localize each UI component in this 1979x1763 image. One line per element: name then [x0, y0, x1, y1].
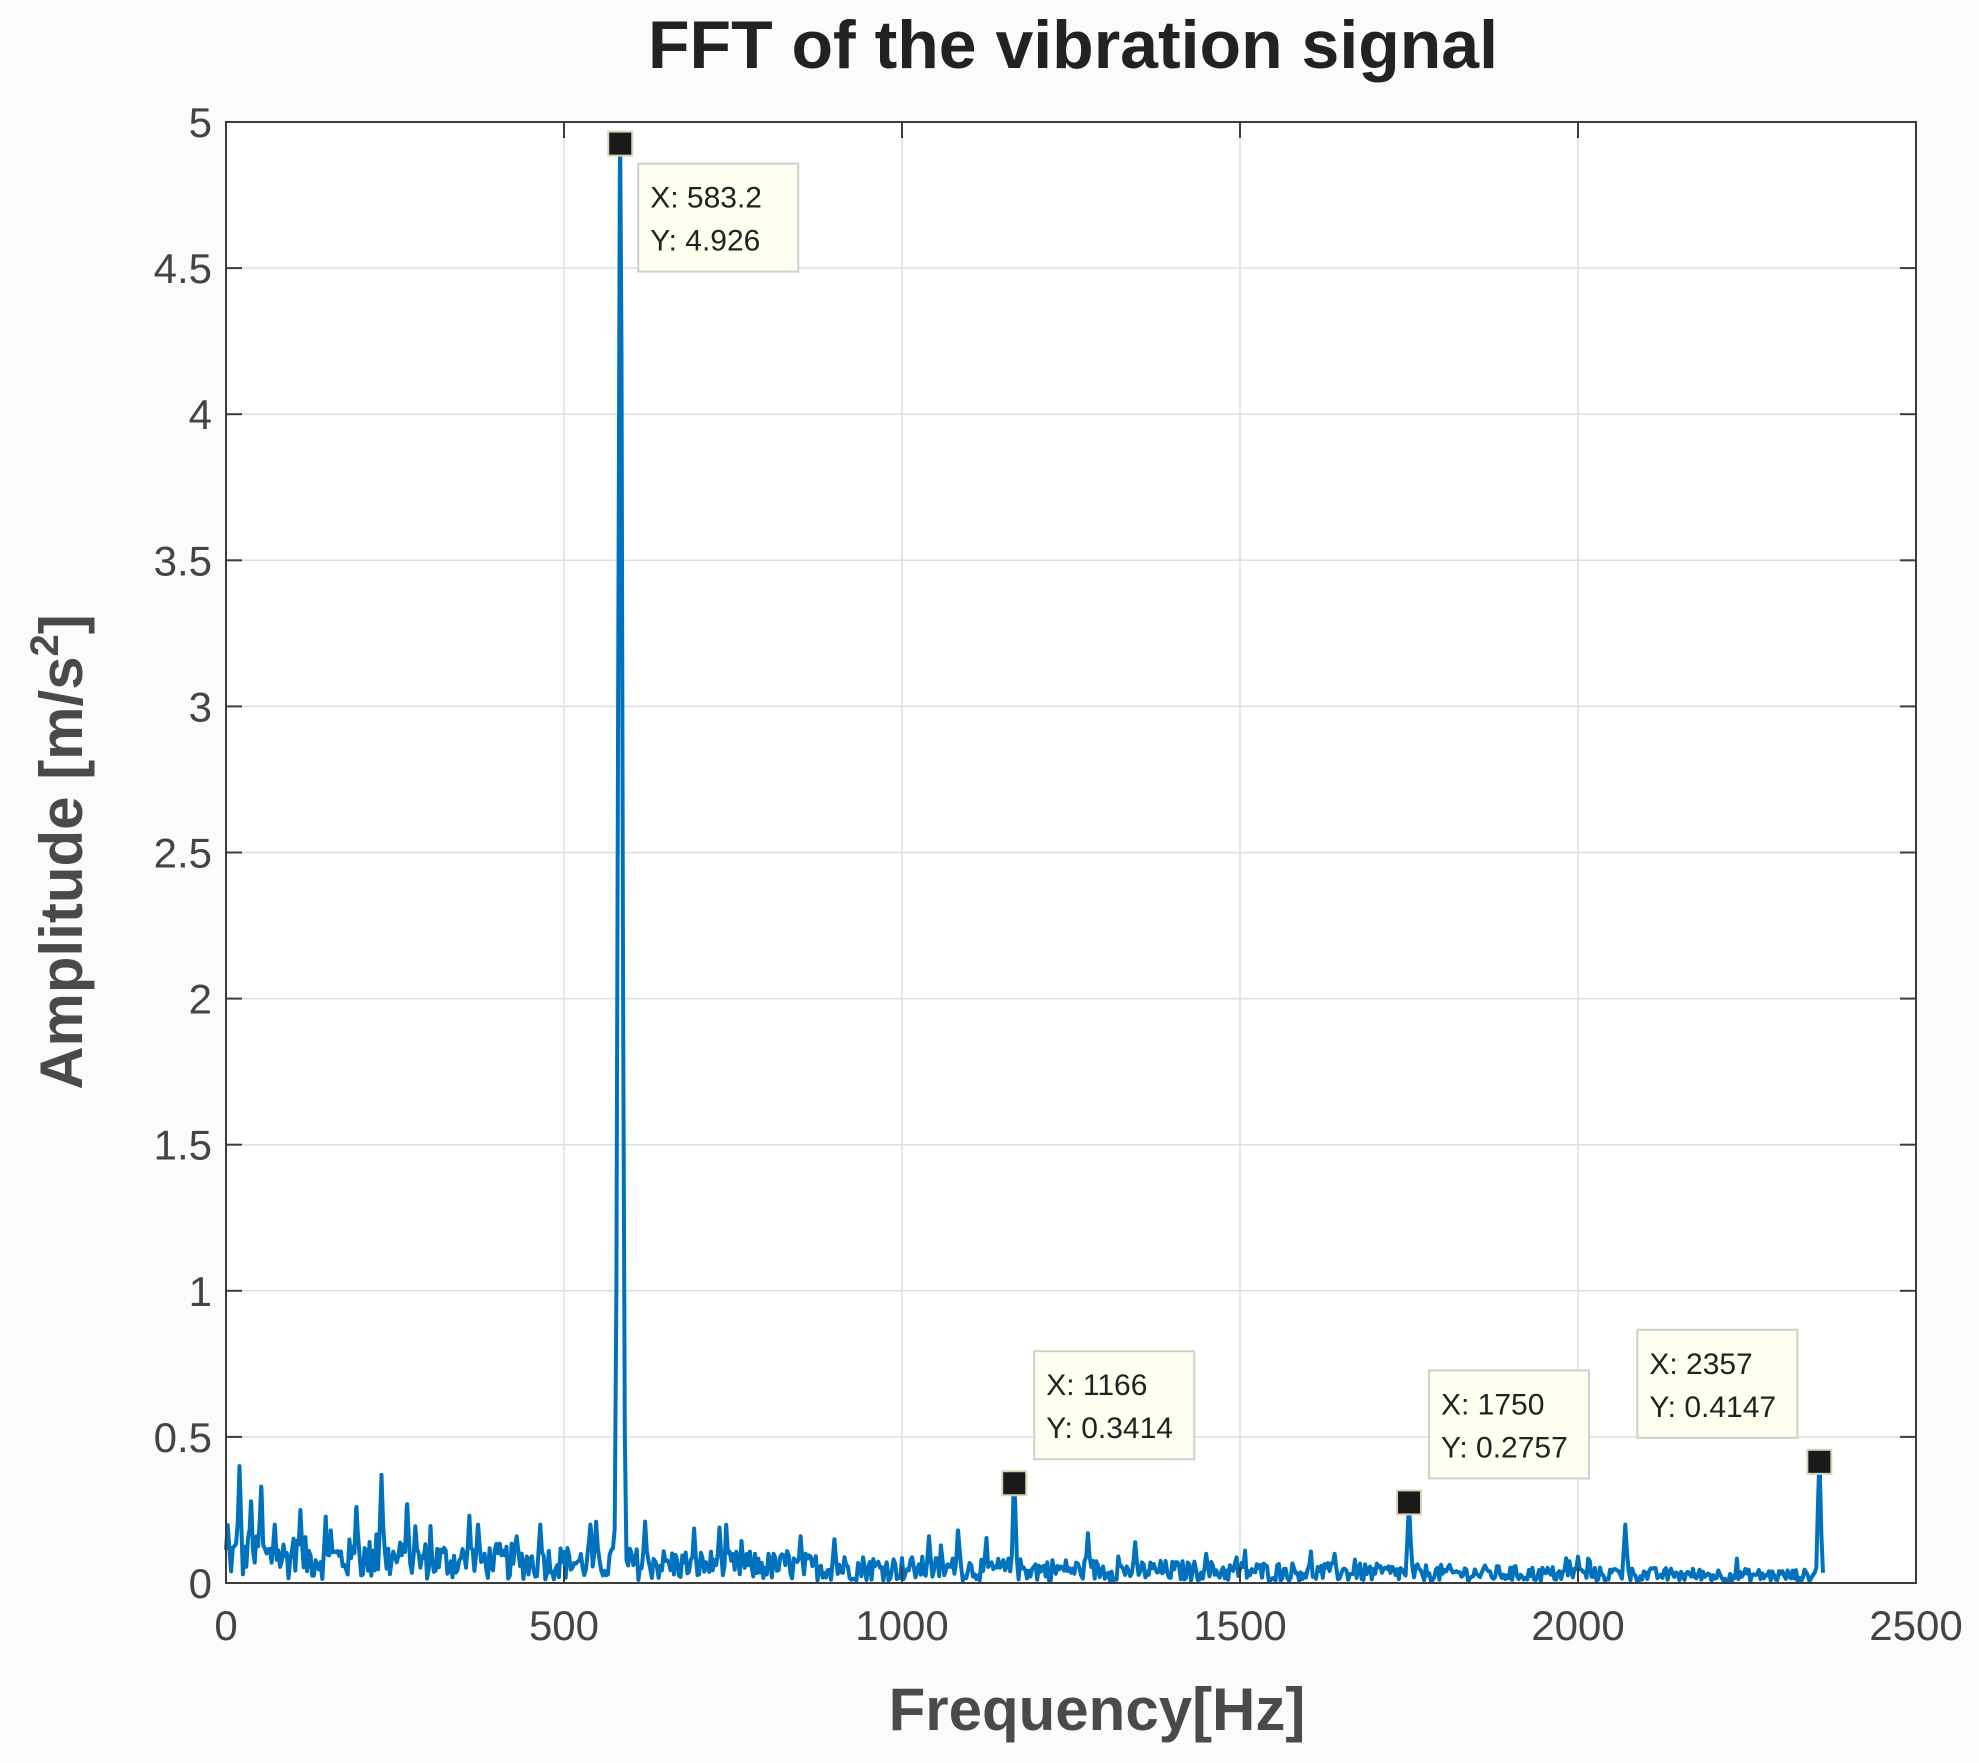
- x-tick-label: 500: [529, 1602, 599, 1649]
- y-tick-label: 0.5: [154, 1414, 212, 1461]
- datatip-box: [1033, 1350, 1196, 1461]
- datatip[interactable]: X: 1750 Y: 0.2757: [1396, 1369, 1590, 1516]
- y-axis-label-main: Amplitude [m/s: [28, 656, 95, 1089]
- datatip-marker[interactable]: [1806, 1448, 1833, 1475]
- y-axis-label: Amplitude [m/s2]: [23, 614, 95, 1090]
- y-tick-label: 3: [189, 683, 212, 730]
- data-series: [224, 141, 1825, 1584]
- y-tick-label: 1.5: [154, 1122, 212, 1169]
- x-axis-label: Frequency[Hz]: [889, 1676, 1306, 1743]
- datatip-marker[interactable]: [1001, 1470, 1028, 1497]
- x-tick-label: 2500: [1869, 1602, 1962, 1649]
- datatip-x-value: X: 583.2: [650, 182, 762, 215]
- y-tick-label: 1: [189, 1268, 212, 1315]
- axis-ticks: 0 500 1000 1500 2000 2500 0 0.5 1 1.5 2 2.5 3 3.5 4 4.5…: [154, 99, 1963, 1649]
- y-tick-label: 4.5: [154, 245, 212, 292]
- x-tick-label: 1000: [855, 1602, 948, 1649]
- x-tick-label: 0: [214, 1602, 237, 1649]
- y-axis-label-superscript: 2: [23, 634, 67, 656]
- chart-title: FFT of the vibration signal: [648, 7, 1498, 83]
- y-axis-label-close: ]: [28, 614, 95, 634]
- x-tick-label: 2000: [1531, 1602, 1624, 1649]
- x-tick-label: 1500: [1193, 1602, 1286, 1649]
- datatip-marker[interactable]: [1396, 1489, 1422, 1516]
- datatip-y-value: Y: 4.926: [650, 225, 760, 258]
- y-tick-label: 0: [189, 1560, 212, 1607]
- datatip-y-value: Y: 0.2757: [1441, 1431, 1568, 1464]
- fft-series-line: [224, 141, 1825, 1584]
- datatip[interactable]: X: 583.2 Y: 4.926: [607, 130, 800, 273]
- datatip-y-value: Y: 0.3414: [1046, 1412, 1173, 1445]
- datatip[interactable]: X: 1166 Y: 0.3414: [1001, 1350, 1196, 1497]
- y-tick-label: 2.5: [154, 830, 212, 877]
- datatip-box: [1428, 1369, 1590, 1480]
- datatip-marker[interactable]: [607, 130, 634, 157]
- datatip-box: [1636, 1328, 1799, 1439]
- datatip-x-value: X: 1750: [1441, 1388, 1544, 1421]
- y-tick-label: 4: [189, 391, 212, 438]
- datatip-y-value: Y: 0.4147: [1649, 1391, 1776, 1424]
- datatip-x-value: X: 2357: [1649, 1348, 1752, 1381]
- datatips: X: 583.2 Y: 4.926 X: 1166 Y: 0.3414 X: 1750 Y…: [607, 130, 1833, 1516]
- datatip-x-value: X: 1166: [1046, 1369, 1147, 1402]
- y-tick-label: 5: [189, 99, 212, 146]
- y-tick-label: 3.5: [154, 537, 212, 584]
- y-tick-label: 2: [189, 976, 212, 1023]
- datatip[interactable]: X: 2357 Y: 0.4147: [1636, 1328, 1833, 1475]
- datatip-box: [637, 162, 800, 273]
